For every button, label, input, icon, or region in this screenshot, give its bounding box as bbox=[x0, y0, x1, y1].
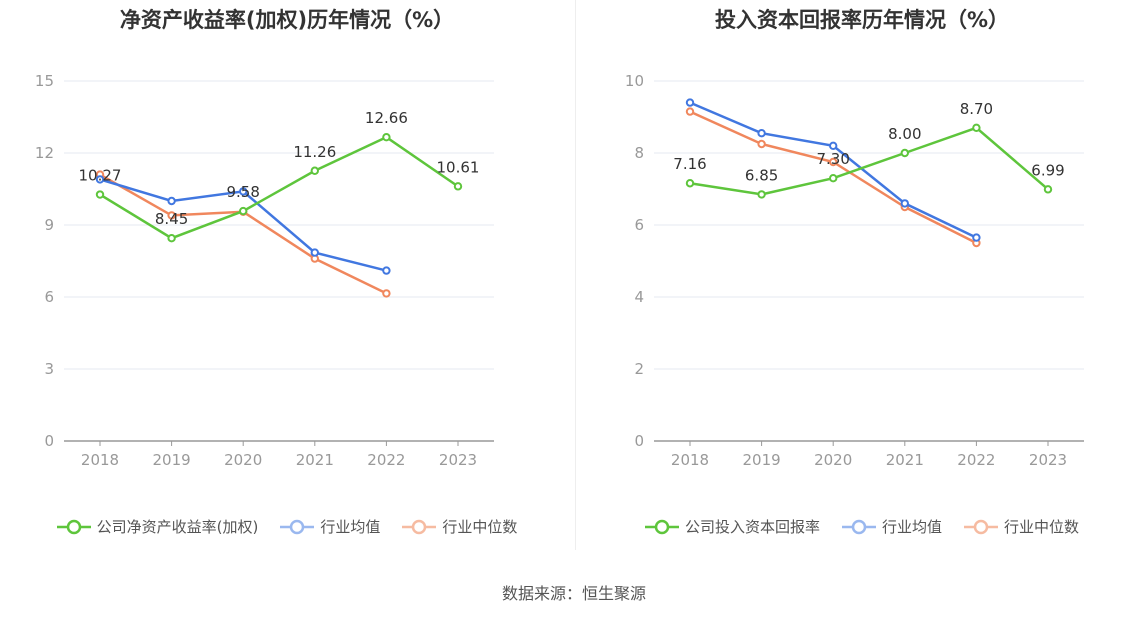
series-line-company bbox=[689, 126, 1049, 196]
data-label: 12.66 bbox=[365, 109, 408, 127]
data-point-industry-avg[interactable] bbox=[310, 248, 319, 257]
legend-item-company[interactable]: 公司净资产收益率(加权) bbox=[56, 516, 259, 537]
legend-label-industry-median: 行业中位数 bbox=[1004, 518, 1080, 536]
y-tick-label: 12 bbox=[35, 144, 54, 162]
data-label: 8.70 bbox=[960, 100, 993, 118]
data-point-company[interactable] bbox=[310, 166, 319, 175]
data-source: 数据来源：恒生聚源 bbox=[501, 584, 646, 603]
roic-chart-legend: 公司投入资本回报率 行业均值 行业中位数 bbox=[576, 516, 1148, 537]
y-tick-label: 0 bbox=[44, 432, 54, 450]
data-label: 10.27 bbox=[79, 167, 122, 185]
x-tick-label: 2018 bbox=[81, 451, 119, 469]
roic-chart-plot: 0 2 4 6 8 10 2018 2019 2020 2021 2022 2023 7.16 6.85 7… bbox=[625, 72, 1084, 469]
y-tick-label: 15 bbox=[35, 72, 54, 90]
y-tick-label: 9 bbox=[44, 216, 54, 234]
roe-chart-panel: 净资产收益率(加权)历年情况（%） 0 3 6 9 12 15 2018 2019 2020 20… bbox=[0, 0, 574, 560]
y-tick-label: 2 bbox=[634, 360, 644, 378]
legend-label-industry-median: 行业中位数 bbox=[442, 518, 518, 536]
roic-chart-title: 投入资本回报率历年情况（%） bbox=[714, 8, 1010, 32]
x-tick-label: 2021 bbox=[296, 451, 334, 469]
legend-label-company: 公司净资产收益率(加权) bbox=[96, 518, 259, 536]
data-label: 11.26 bbox=[293, 143, 336, 161]
data-point-industry-median[interactable] bbox=[167, 211, 176, 220]
y-tick-label: 6 bbox=[634, 216, 644, 234]
y-tick-label: 0 bbox=[634, 432, 644, 450]
x-tick-label: 2020 bbox=[224, 451, 262, 469]
data-point-industry-avg[interactable] bbox=[239, 187, 248, 196]
legend-industry-median-swatch-icon bbox=[402, 519, 437, 534]
y-tick-label: 6 bbox=[44, 288, 54, 306]
legend-company-swatch-icon bbox=[644, 519, 679, 534]
data-label: 8.45 bbox=[155, 210, 188, 228]
data-point-industry-avg[interactable] bbox=[829, 141, 838, 151]
series-line-company bbox=[99, 135, 459, 240]
x-tick-label: 2022 bbox=[367, 451, 405, 469]
data-point-company[interactable] bbox=[453, 182, 463, 191]
data-label: 6.99 bbox=[1031, 161, 1064, 179]
x-tick-label: 2023 bbox=[1029, 451, 1067, 469]
data-point-company[interactable] bbox=[829, 174, 838, 183]
data-point-industry-median[interactable] bbox=[829, 157, 838, 167]
data-point-industry-avg[interactable] bbox=[757, 129, 766, 138]
data-point-company[interactable] bbox=[900, 148, 909, 158]
y-tick-label: 3 bbox=[44, 360, 54, 378]
data-point-industry-avg[interactable] bbox=[167, 196, 176, 206]
series-line-industry-avg bbox=[689, 101, 977, 239]
legend-label-industry-avg: 行业均值 bbox=[320, 518, 381, 536]
x-tick-label: 2019 bbox=[153, 451, 191, 469]
roe-chart-legend: 公司净资产收益率(加权) 行业均值 行业中位数 bbox=[0, 516, 574, 537]
legend-industry-avg-swatch-icon bbox=[280, 519, 315, 534]
x-tick-label: 2021 bbox=[886, 451, 924, 469]
data-label: 8.00 bbox=[888, 125, 921, 143]
data-point-industry-median[interactable] bbox=[757, 139, 766, 149]
data-point-company[interactable] bbox=[239, 206, 248, 216]
y-tick-label: 10 bbox=[625, 72, 644, 90]
legend-item-company[interactable]: 公司投入资本回报率 bbox=[644, 516, 820, 537]
data-label: 7.30 bbox=[816, 150, 849, 168]
data-label: 9.58 bbox=[226, 183, 259, 201]
data-point-industry-avg[interactable] bbox=[382, 266, 391, 275]
data-point-company[interactable] bbox=[685, 179, 695, 188]
data-point-industry-median[interactable] bbox=[685, 107, 695, 116]
legend-company-swatch-icon bbox=[56, 519, 91, 534]
data-point-company[interactable] bbox=[972, 123, 981, 133]
x-tick-label: 2018 bbox=[671, 451, 709, 469]
roe-chart-plot: 0 3 6 9 12 15 2018 2019 2020 2021 2022 2023 10.27 8.4… bbox=[35, 72, 494, 469]
roe-chart-title: 净资产收益率(加权)历年情况（%） bbox=[119, 8, 455, 32]
legend-item-industry-median[interactable]: 行业中位数 bbox=[402, 516, 517, 537]
x-tick-label: 2023 bbox=[439, 451, 477, 469]
data-point-company[interactable] bbox=[1043, 185, 1053, 194]
data-point-industry-avg[interactable] bbox=[900, 199, 909, 208]
data-label: 10.61 bbox=[437, 158, 480, 176]
legend-item-industry-median[interactable]: 行业中位数 bbox=[964, 516, 1079, 537]
legend-item-industry-avg[interactable]: 行业均值 bbox=[841, 516, 942, 537]
data-label: 6.85 bbox=[745, 166, 778, 184]
data-point-industry-avg[interactable] bbox=[685, 98, 695, 107]
legend-industry-median-swatch-icon bbox=[964, 519, 998, 534]
data-point-company[interactable] bbox=[382, 132, 391, 142]
legend-item-industry-avg[interactable]: 行业均值 bbox=[280, 516, 380, 537]
roic-chart-panel: 投入资本回报率历年情况（%） 0 2 4 6 8 10 2018 2019 2020 2021 20… bbox=[576, 0, 1148, 560]
data-point-company[interactable] bbox=[167, 234, 176, 243]
legend-industry-avg-swatch-icon bbox=[841, 519, 876, 534]
data-point-industry-avg[interactable] bbox=[972, 233, 981, 242]
legend-label-industry-avg: 行业均值 bbox=[881, 518, 942, 536]
x-tick-label: 2020 bbox=[814, 451, 852, 469]
y-tick-label: 8 bbox=[634, 144, 644, 162]
data-label: 7.16 bbox=[673, 155, 706, 173]
panel-divider bbox=[575, 0, 576, 550]
legend-label-company: 公司投入资本回报率 bbox=[684, 518, 820, 536]
y-tick-label: 4 bbox=[634, 288, 644, 306]
x-tick-label: 2022 bbox=[957, 451, 995, 469]
data-point-industry-avg[interactable] bbox=[95, 175, 105, 184]
x-tick-label: 2019 bbox=[743, 451, 781, 469]
data-point-industry-median[interactable] bbox=[382, 289, 391, 298]
data-point-company[interactable] bbox=[95, 190, 105, 199]
data-point-company[interactable] bbox=[757, 190, 766, 199]
